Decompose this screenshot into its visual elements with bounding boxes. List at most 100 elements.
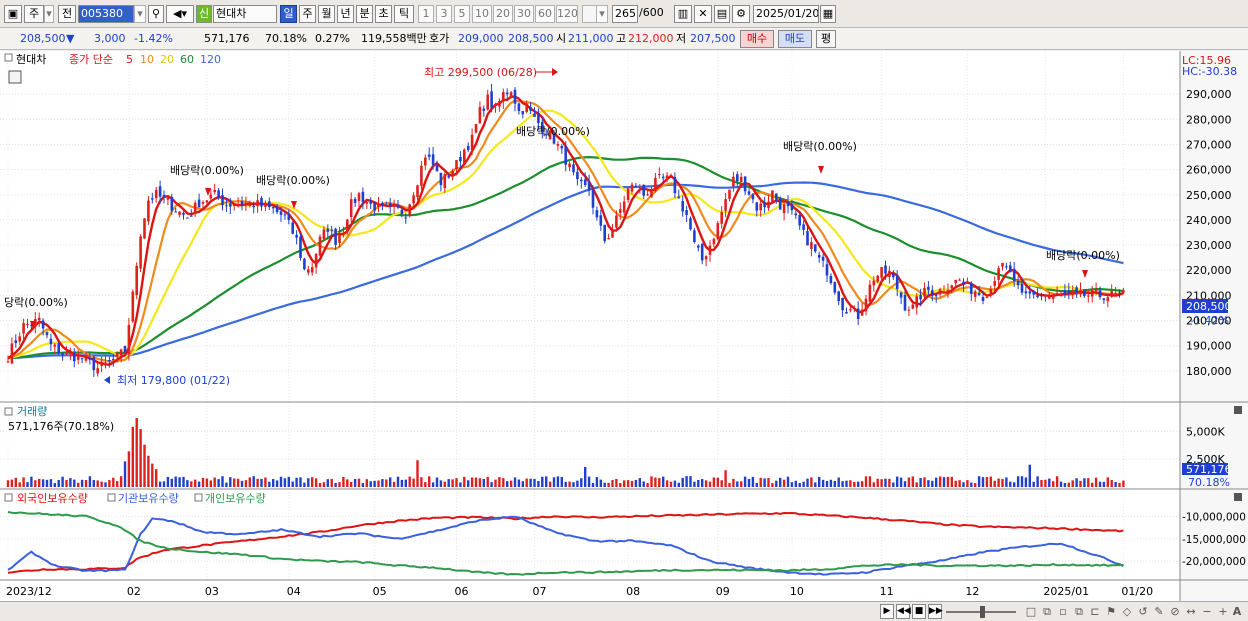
buy-button[interactable]: 매수 (740, 30, 774, 48)
grid (0, 51, 1180, 580)
market-type-select[interactable]: 주 (24, 5, 44, 23)
volume-bar (665, 480, 669, 487)
volume-bar (743, 476, 747, 487)
volume-bar (350, 481, 353, 487)
candle-body (544, 133, 548, 136)
stop-button[interactable]: ■ (912, 604, 926, 619)
candle-body (650, 189, 653, 198)
volume-bar (966, 480, 969, 487)
stock-chart[interactable]: 180,000190,000200,000210,000220,000230,0… (0, 51, 1248, 601)
volume-bar (533, 478, 536, 487)
stock-code-input[interactable]: 005380 (78, 5, 134, 23)
speaker-icon[interactable]: ◀▾ (166, 5, 194, 23)
candle-body (123, 346, 127, 353)
candle-body (1044, 295, 1047, 297)
candle-body (700, 244, 704, 261)
candle-body (810, 242, 813, 249)
zoom-out-icon[interactable]: − (1202, 605, 1212, 618)
period-tab-month[interactable]: 월 (318, 5, 335, 23)
interval-120[interactable]: 120 (556, 5, 578, 23)
search-icon[interactable]: ⚲ (148, 5, 164, 23)
calendar-icon[interactable]: ▦ (820, 5, 836, 23)
evaluation-button[interactable]: 평 (816, 30, 836, 48)
close-panel-icon[interactable] (1234, 406, 1242, 414)
candle-body (856, 308, 860, 319)
candle-body (821, 256, 825, 261)
volume-bar (201, 477, 205, 487)
prev-button[interactable]: 전 (58, 5, 76, 23)
save-icon[interactable]: ▤ (714, 5, 730, 23)
layout-grid-icon[interactable]: ▫ (1059, 605, 1067, 618)
gear-icon[interactable]: ⚙ (732, 5, 750, 23)
table-icon[interactable] (8, 70, 22, 84)
volume-bar (864, 476, 868, 487)
volume-bar (182, 476, 185, 487)
x-tick-label: 2025/01 (1043, 585, 1089, 598)
interval-30[interactable]: 30 (514, 5, 534, 23)
layout-icon[interactable]: □ (1025, 605, 1037, 618)
volume-bar (1067, 482, 1070, 487)
zoom-in-icon[interactable]: ↔ (1186, 605, 1196, 618)
period-tab-year[interactable]: 년 (337, 5, 354, 23)
candle-body (868, 284, 872, 302)
plus-icon[interactable]: + (1218, 605, 1228, 618)
candle-body (22, 322, 25, 334)
copy-icon[interactable]: ⧉ (1075, 605, 1083, 618)
legend-box-icon (4, 407, 13, 416)
candle-body (615, 215, 618, 228)
window-layout-icon[interactable]: ▣ (4, 5, 22, 23)
volume-bar (946, 476, 950, 487)
volume-bar (837, 477, 840, 487)
period-tab-minute[interactable]: 분 (356, 5, 373, 23)
interval-5[interactable]: 5 (454, 5, 470, 23)
candle-body (622, 201, 626, 213)
candle-body (853, 307, 856, 309)
volume-bar (786, 476, 790, 487)
reset-icon[interactable]: ↺ (1138, 605, 1148, 618)
period-tab-day[interactable]: 일 (280, 5, 297, 23)
volume-bar (794, 480, 797, 487)
candle-body (962, 281, 965, 285)
interval-60[interactable]: 60 (535, 5, 555, 23)
candle-body (665, 175, 669, 180)
data-count-input[interactable]: 265 (612, 5, 638, 23)
scroll-first-button[interactable]: ◀◀ (896, 604, 911, 619)
candle-body (88, 358, 92, 360)
candle-body (658, 174, 661, 176)
crosshair-icon[interactable]: ✕ (694, 5, 712, 23)
period-tab-second[interactable]: 초 (375, 5, 392, 23)
candle-body (892, 273, 895, 278)
volume-bar (299, 477, 302, 487)
close-panel-icon[interactable] (1234, 493, 1242, 501)
interval-10[interactable]: 10 (472, 5, 492, 23)
ruler-icon[interactable]: ⊏ (1090, 605, 1100, 618)
chevron-down-icon[interactable]: ▾ (134, 5, 146, 23)
candle-body (513, 89, 517, 104)
scroll-last-button[interactable]: ▶▶ (928, 604, 943, 619)
zoom-slider-thumb[interactable] (980, 606, 985, 618)
volume-value-label: 571,176주(70.18%) (8, 420, 114, 433)
candle-icon[interactable]: ▥ (674, 5, 692, 23)
interval-1[interactable]: 1 (418, 5, 434, 23)
chart-icon[interactable]: ◇ (1122, 605, 1132, 618)
chevron-down-icon[interactable]: ▾ (44, 5, 54, 23)
volume-bar (22, 477, 25, 487)
sell-button[interactable]: 매도 (778, 30, 812, 48)
scroll-right-button[interactable]: ▶ (880, 604, 894, 619)
interval-3[interactable]: 3 (436, 5, 452, 23)
layout-split-icon[interactable]: ⧉ (1043, 605, 1051, 618)
chevron-down-icon[interactable]: ▾ (596, 5, 608, 23)
font-size-icon[interactable]: A (1232, 605, 1242, 618)
tool-icon[interactable]: ✎ (1154, 605, 1164, 618)
flag-icon[interactable]: ⚑ (1106, 605, 1116, 618)
tool-icon-2[interactable]: ⊘ (1170, 605, 1180, 618)
date-input[interactable]: 2025/01/20 (753, 5, 819, 23)
stock-name-field[interactable]: 현대차 (213, 5, 277, 23)
change-down-icon: ▼ (66, 32, 75, 45)
candle-body (213, 189, 216, 193)
volume-bar (45, 479, 49, 487)
volume-bar (1024, 477, 1028, 487)
period-tab-tick[interactable]: 틱 (394, 5, 414, 23)
period-tab-week[interactable]: 주 (299, 5, 316, 23)
interval-20[interactable]: 20 (493, 5, 513, 23)
